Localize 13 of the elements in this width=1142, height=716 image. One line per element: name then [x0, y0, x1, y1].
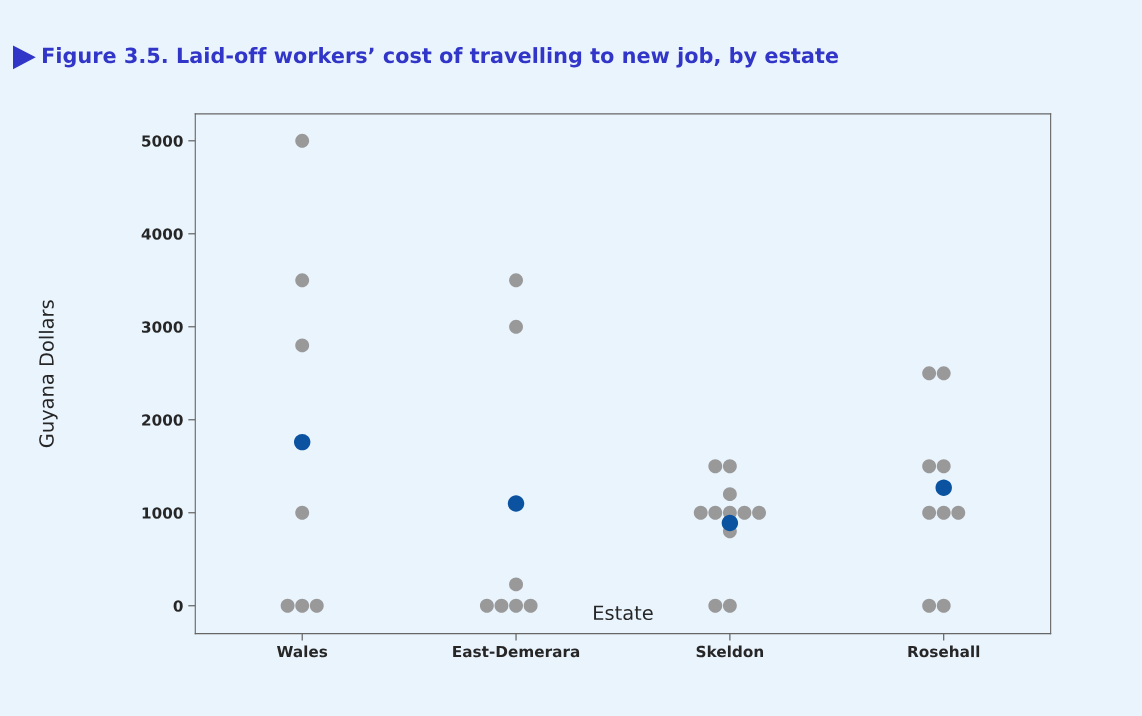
- y-tick-label: 0: [173, 600, 183, 612]
- y-tick-label: 4000: [141, 228, 183, 240]
- y-axis-title: Guyana Dollars: [38, 300, 58, 448]
- x-tick-label: Skeldon: [696, 645, 764, 658]
- x-tick-label: Wales: [277, 645, 328, 658]
- x-tick-label: East-Demerara: [453, 645, 580, 658]
- y-tick-label: 3000: [141, 321, 183, 333]
- y-tick-label: 5000: [142, 135, 183, 147]
- y-tick-label: 1000: [142, 507, 183, 519]
- chart-title: Figure 3.5. Laid-off workers’ cost of travelling to new job, by estate: [43, 47, 839, 68]
- x-tick-label: Rosehall: [908, 645, 980, 658]
- y-tick-label: 2000: [142, 414, 183, 426]
- x-axis-title: Estate: [594, 605, 653, 621]
